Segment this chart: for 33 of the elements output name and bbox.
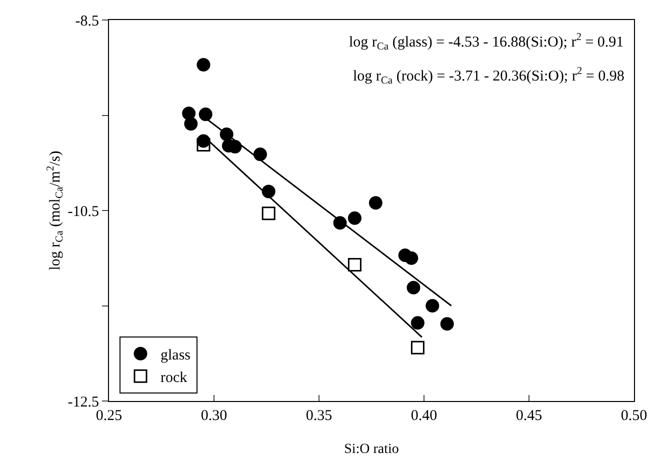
x-tick-label: 0.25 (96, 408, 122, 424)
x-tick-label: 0.45 (516, 408, 542, 424)
point (426, 299, 440, 312)
x-tick-label: 0.50 (620, 408, 648, 424)
point (368, 196, 382, 210)
point (348, 258, 362, 272)
point (410, 340, 424, 354)
annotation: log r$_{Ca}$ (glass) = -4.53 - 16.88(Si:O); r$^{2}$ = 0.91 (349, 32, 624, 52)
x-tick-label: 0.40 (410, 408, 438, 424)
point (333, 216, 347, 230)
x-tick-label: 0.30 (200, 408, 228, 424)
point (410, 316, 424, 330)
annotation: log r$_{Ca}$ (rock) = -3.71 - 20.36(Si:O); r$^{2}$ = 0.98 (353, 66, 624, 86)
x-axis-title: Si:O ratio (344, 442, 399, 457)
point (220, 128, 234, 142)
point (440, 317, 454, 331)
point (404, 251, 418, 265)
point (184, 117, 198, 131)
point (198, 108, 212, 122)
point (406, 280, 420, 294)
y-tick-label: -12.5 (68, 394, 99, 410)
y-tick-label: -8.5 (75, 13, 99, 30)
legend-label: glass (160, 347, 191, 364)
point (196, 138, 210, 152)
point (262, 184, 276, 198)
x-tick-label: 0.35 (306, 408, 332, 424)
point (182, 106, 196, 120)
point (196, 58, 210, 72)
point (262, 206, 276, 220)
point (253, 148, 267, 162)
legend-label: rock (160, 370, 188, 386)
y-tick-label: -10.5 (68, 204, 99, 220)
point (348, 211, 362, 225)
